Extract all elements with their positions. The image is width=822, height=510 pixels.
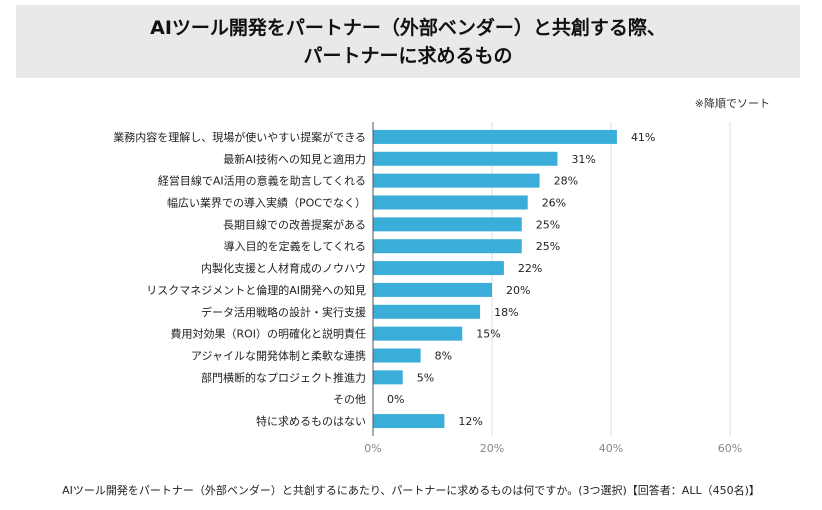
data-label: 15% [476, 328, 500, 341]
data-label: 41% [631, 131, 655, 144]
data-label: 25% [536, 240, 560, 253]
bar [373, 348, 421, 363]
category-label: 長期目線での改善提案がある [223, 217, 366, 231]
bar [373, 261, 504, 276]
bar [373, 129, 617, 144]
category-label: 費用対効果（ROI）の明確化と説明責任 [170, 327, 366, 341]
category-label: データ活用戦略の設計・実行支援 [201, 305, 366, 319]
data-label: 31% [571, 153, 595, 166]
data-label: 8% [435, 350, 452, 363]
category-label: 経営目線でAI活用の意義を助言してくれる [158, 174, 366, 188]
category-label: 幅広い業界での導入実績（POCでなく） [167, 196, 366, 210]
chart-title: AIツール開発をパートナー（外部ベンダー）と共創する際、 パートナーに求めるもの [16, 5, 800, 78]
sort-note: ※降順でソート [694, 97, 770, 110]
category-label: アジャイルな開発体制と柔軟な連携 [191, 349, 366, 363]
footer-question: AIツール開発をパートナー（外部ベンダー）と共創するにあたり、パートナーに求める… [62, 484, 760, 497]
bar [373, 304, 481, 319]
data-label: 18% [494, 306, 518, 319]
title-line-2: パートナーに求めるもの [303, 44, 513, 67]
category-label: 内製化支援と人材育成のノウハウ [201, 261, 366, 275]
bar [373, 151, 558, 166]
x-tick-label: 20% [480, 442, 504, 455]
data-label: 25% [536, 218, 560, 231]
category-label: 業務内容を理解し、現場が使いやすい提案ができる [113, 130, 366, 144]
category-label: リスクマネジメントと倫理的AI開発への知見 [146, 283, 366, 297]
data-label: 12% [458, 415, 482, 428]
category-label: 最新AI技術への知見と適用力 [223, 152, 366, 166]
data-label: 22% [518, 262, 542, 275]
bar [373, 370, 403, 385]
data-label: 0% [387, 393, 404, 406]
category-label: 特に求めるものはない [256, 414, 366, 428]
bar [373, 282, 492, 297]
category-label: 導入目的を定義をしてくれる [224, 239, 366, 253]
data-label: 20% [506, 284, 530, 297]
x-tick-label: 0% [364, 442, 381, 455]
x-tick-label: 60% [718, 442, 742, 455]
bar [373, 217, 522, 232]
title-line-1: AIツール開発をパートナー（外部ベンダー）と共創する際、 [150, 16, 666, 39]
bar [373, 326, 463, 341]
bar [373, 414, 445, 429]
data-label: 26% [542, 197, 566, 210]
category-label: その他 [333, 393, 366, 406]
data-label: 28% [554, 175, 578, 188]
bar-chart: 0% 20% 40% 60% 業務内容を理解し、現場が使いやすい提案ができる 41% 最新A… [113, 122, 742, 455]
bar [373, 195, 528, 210]
bar [373, 173, 540, 188]
x-tick-label: 40% [599, 442, 623, 455]
data-label: 5% [417, 371, 434, 384]
category-label: 部門横断的なプロジェクト推進力 [201, 370, 366, 384]
bar [373, 239, 522, 254]
